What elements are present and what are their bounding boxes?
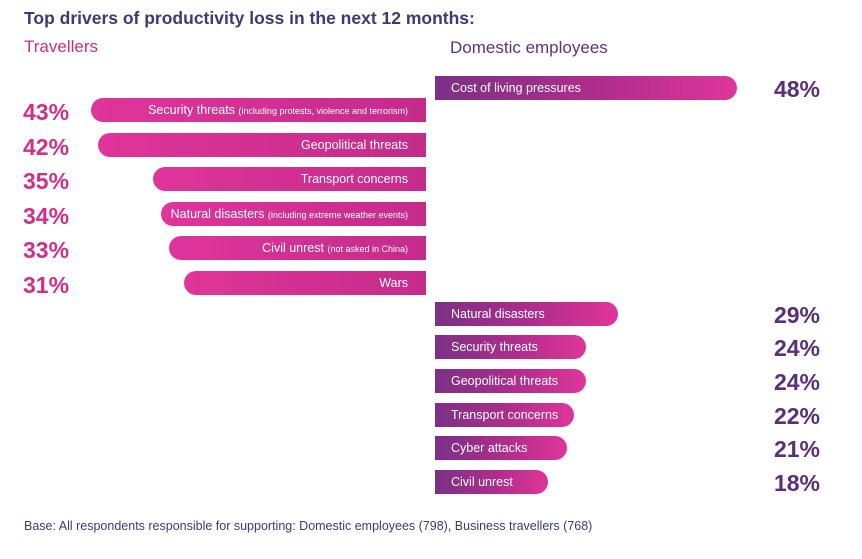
domestic-value-label: 18%	[773, 470, 820, 496]
domestic-bar: Cost of living pressures	[435, 76, 737, 100]
domestic-bar: Natural disasters	[435, 302, 618, 326]
domestic-bar: Civil unrest	[435, 470, 548, 494]
domestic-bar-label: Security threats	[451, 340, 538, 354]
travellers-value-label: 31%	[23, 272, 70, 298]
travellers-bar-label: Geopolitical threats	[300, 138, 408, 152]
travellers-heading: Travellers	[24, 37, 98, 56]
domestic-bar-label: Geopolitical threats	[451, 374, 559, 388]
travellers-bar: Geopolitical threats	[98, 133, 426, 157]
domestic-value-label: 24%	[773, 335, 820, 361]
domestic-bar: Geopolitical threats	[435, 369, 586, 393]
domestic-value-label: 22%	[773, 403, 820, 429]
domestic-bar-label: Cyber attacks	[451, 441, 528, 455]
travellers-value-label: 42%	[23, 134, 70, 160]
travellers-value-label: 33%	[23, 237, 70, 263]
travellers-bar-label: Security threats	[148, 103, 235, 117]
domestic-bar-label: Natural disasters	[451, 307, 545, 321]
travellers-bar: Transport concerns	[153, 167, 426, 191]
domestic-heading: Domestic employees	[450, 38, 608, 57]
domestic-value-label: 48%	[773, 76, 820, 102]
domestic-value-label: 24%	[773, 369, 820, 395]
travellers-bar-note: (including protests, violence and terror…	[238, 106, 408, 116]
travellers-value-label: 43%	[23, 99, 70, 125]
travellers-bar-note: (not asked in China)	[327, 244, 408, 254]
base-note: Base: All respondents responsible for su…	[24, 519, 593, 533]
domestic-bar-label: Cost of living pressures	[451, 81, 581, 95]
domestic-bar: Cyber attacks	[435, 436, 567, 460]
travellers-bar-label: Natural disasters	[170, 207, 265, 221]
domestic-bar-label: Civil unrest	[451, 475, 513, 489]
domestic-bar: Transport concerns	[435, 403, 574, 427]
travellers-bar: Wars	[184, 271, 426, 295]
domestic-bar: Security threats	[435, 335, 586, 359]
domestic-value-label: 21%	[773, 436, 820, 462]
domestic-bar-label: Transport concerns	[451, 408, 559, 422]
travellers-bar: Security threats (including protests, vi…	[91, 98, 426, 122]
domestic-value-label: 29%	[773, 302, 820, 328]
travellers-bar-note: (including extreme weather events)	[267, 210, 408, 220]
travellers-bar: Natural disasters (including extreme wea…	[161, 202, 426, 226]
travellers-value-label: 34%	[23, 203, 70, 229]
travellers-bar-label: Civil unrest	[262, 241, 324, 255]
chart-title: Top drivers of productivity loss in the …	[24, 8, 475, 28]
travellers-bar-label: Transport concerns	[300, 172, 408, 186]
travellers-value-label: 35%	[23, 168, 70, 194]
travellers-bar-label: Wars	[379, 276, 408, 290]
travellers-bar: Civil unrest (not asked in China)	[169, 236, 426, 260]
